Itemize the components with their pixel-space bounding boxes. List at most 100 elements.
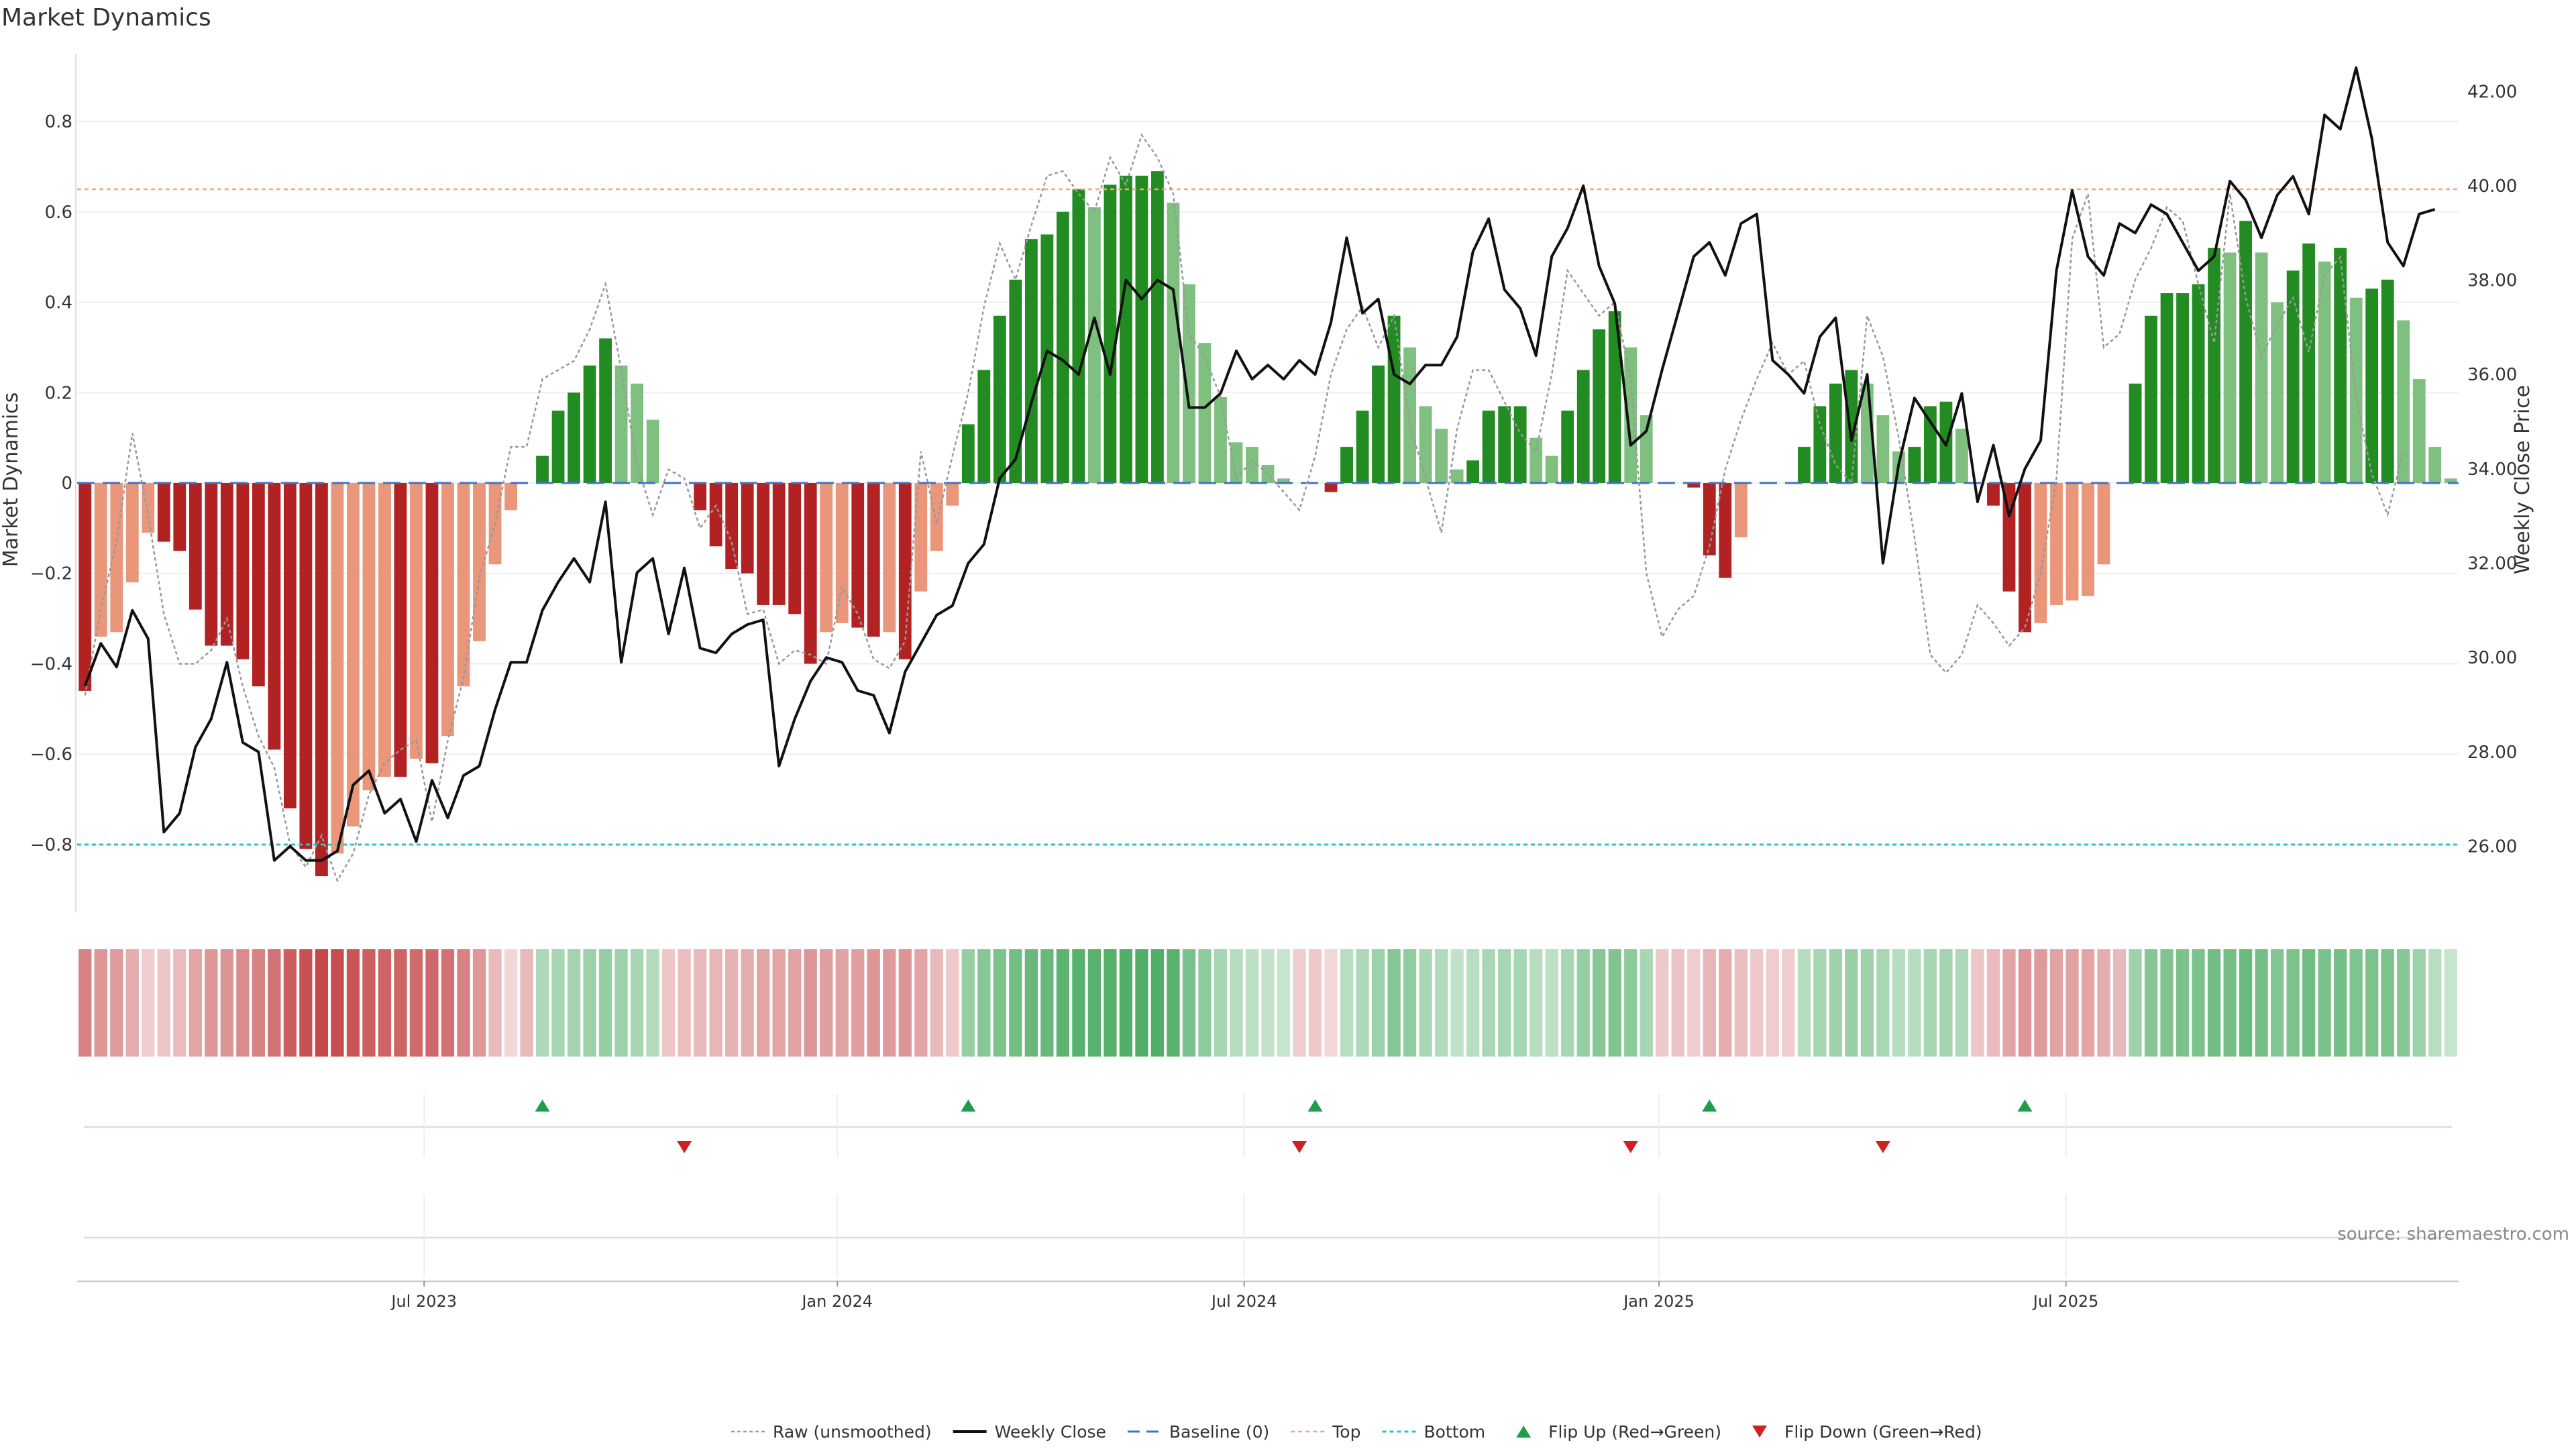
bar-mark — [2050, 483, 2063, 605]
bar-mark — [1230, 442, 1243, 483]
bar-mark — [2334, 248, 2347, 483]
bar-mark — [78, 483, 92, 691]
legend-swatch — [1516, 1426, 1532, 1438]
heat-cell — [1782, 949, 1795, 1057]
heat-cell — [1040, 949, 1054, 1057]
heat-cell — [1056, 949, 1070, 1057]
bar-mark — [2239, 221, 2253, 483]
legend-label: Weekly Close — [995, 1422, 1106, 1442]
bar-mark — [946, 483, 959, 506]
bar-mark — [1198, 343, 1212, 483]
bar-mark — [331, 483, 344, 854]
heat-cell — [1245, 949, 1259, 1057]
x-tick-label: Jul 2025 — [2032, 1292, 2099, 1311]
heat-cell — [2065, 949, 2079, 1057]
heat-cell — [346, 949, 360, 1057]
bar-mark — [362, 483, 376, 791]
bar-mark — [252, 483, 265, 687]
heat-cell — [125, 949, 139, 1057]
source-note: source: sharemaestro.com — [2337, 1224, 2569, 1244]
heat-cell — [1986, 949, 2000, 1057]
heat-cell — [2365, 949, 2379, 1057]
heat-cell — [488, 949, 502, 1057]
y-tick-label: 0.4 — [45, 293, 72, 313]
y-tick-label: −0.6 — [30, 745, 72, 765]
heat-cell — [220, 949, 233, 1057]
heat-cell — [930, 949, 943, 1057]
heat-cell — [1403, 949, 1417, 1057]
heat-cell — [2223, 949, 2237, 1057]
bar-mark — [1372, 365, 1385, 483]
bar-mark — [1135, 175, 1148, 483]
legend-label: Top — [1332, 1422, 1360, 1442]
heat-cell — [236, 949, 250, 1057]
heat-cell — [1167, 949, 1180, 1057]
heat-cell — [457, 949, 470, 1057]
heat-cell — [2270, 949, 2284, 1057]
heat-cell — [867, 949, 880, 1057]
heat-cell — [1923, 949, 1937, 1057]
bar-mark — [1608, 311, 1621, 483]
bar-mark — [1876, 415, 1890, 483]
y2-tick-label: 30.00 — [2467, 648, 2517, 668]
heat-cell — [1466, 949, 1480, 1057]
flip-down-marker — [1292, 1141, 1307, 1153]
legend-label: Bottom — [1424, 1422, 1485, 1442]
heat-cell — [2018, 949, 2032, 1057]
heat-cell — [661, 949, 676, 1057]
heat-cell — [1072, 949, 1085, 1057]
heat-cell — [1434, 949, 1448, 1057]
heat-cell — [504, 949, 518, 1057]
bar-mark — [1104, 184, 1117, 483]
heat-cell — [283, 949, 297, 1057]
heat-cell — [1829, 949, 1842, 1057]
legend-item-top: Top — [1291, 1422, 1360, 1442]
flip-up-marker — [961, 1099, 976, 1112]
heat-cell — [1529, 949, 1543, 1057]
bar-mark — [1719, 483, 1732, 578]
bar-mark — [2302, 243, 2316, 483]
bar-mark — [1340, 447, 1353, 483]
y2-axis-label: Weekly Close Price — [2511, 385, 2534, 574]
bar-mark — [1797, 447, 1811, 483]
bar-series — [78, 171, 2457, 877]
bar-mark — [1908, 447, 1921, 483]
heat-cell — [1624, 949, 1638, 1057]
bar-mark — [1435, 429, 1448, 483]
heat-cell — [1671, 949, 1684, 1057]
weekly-close-line — [83, 66, 2436, 862]
legend-item-flip_up: Flip Up (Red→Green) — [1516, 1422, 1721, 1442]
heat-cell — [678, 949, 691, 1057]
heat-cell — [1734, 949, 1748, 1057]
flip-up-marker — [535, 1099, 550, 1112]
heat-cell — [1371, 949, 1385, 1057]
bar-mark — [741, 483, 754, 574]
bar-mark — [1056, 211, 1069, 483]
heat-cell — [394, 949, 407, 1057]
bar-mark — [1576, 370, 1590, 483]
heat-cell — [1119, 949, 1133, 1057]
heat-cell — [835, 949, 849, 1057]
bar-mark — [142, 483, 155, 533]
bar-mark — [504, 483, 517, 511]
heat-cell — [425, 949, 439, 1057]
heat-cell — [2160, 949, 2174, 1057]
heat-cell — [2176, 949, 2190, 1057]
flip-down-marker — [1875, 1141, 1890, 1153]
bar-mark — [283, 483, 297, 809]
bar-mark — [930, 483, 943, 551]
y2-tick-label: 32.00 — [2467, 554, 2517, 574]
heat-cell — [2239, 949, 2253, 1057]
heat-cell — [1608, 949, 1621, 1057]
heat-cell — [1640, 949, 1653, 1057]
heat-cell — [315, 949, 329, 1057]
heat-cell — [646, 949, 659, 1057]
heat-cell — [1971, 949, 1984, 1057]
bar-mark — [2160, 293, 2174, 483]
heat-cell — [1593, 949, 1606, 1057]
bar-mark — [1167, 203, 1180, 483]
bar-mark — [1924, 406, 1937, 483]
bar-mark — [725, 483, 739, 569]
bar-mark — [599, 338, 612, 483]
bar-mark — [1072, 189, 1085, 483]
